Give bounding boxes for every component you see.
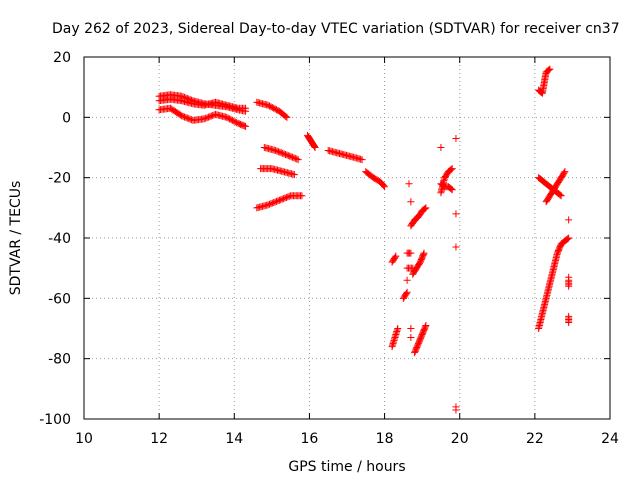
x-tick-label: 16 — [301, 431, 319, 447]
data-point — [403, 276, 411, 284]
data-point — [282, 112, 290, 120]
axis-ticks — [83, 56, 611, 420]
data-point — [545, 66, 553, 74]
data-point — [446, 184, 454, 192]
data-point — [298, 192, 306, 200]
data-point — [452, 406, 460, 414]
y-tick-label: 20 — [53, 50, 71, 66]
data-point — [402, 290, 410, 298]
data-point — [437, 144, 445, 151]
data-point — [452, 243, 460, 251]
y-axis-label: SDTVAR / TECUs — [8, 181, 24, 296]
data-point — [403, 288, 411, 296]
data-point — [392, 252, 400, 260]
x-tick-label: 18 — [376, 431, 394, 447]
data-point — [310, 142, 318, 150]
data-point — [422, 204, 430, 212]
x-axis-label: GPS time / hours — [288, 459, 405, 475]
data-point — [565, 216, 573, 224]
data-point — [564, 235, 572, 243]
data-point — [358, 156, 366, 164]
data-point — [448, 165, 456, 173]
data-point — [311, 144, 319, 151]
data-point — [381, 183, 389, 191]
data-point — [565, 282, 573, 290]
data-point — [560, 169, 568, 177]
data-point — [391, 253, 399, 261]
data-point — [546, 65, 554, 73]
data-point — [380, 182, 388, 190]
x-tick-label: 10 — [75, 431, 93, 447]
data-point — [242, 104, 250, 112]
data-point — [240, 122, 248, 130]
data-point — [565, 234, 573, 242]
data-point — [394, 325, 402, 332]
data-point — [407, 249, 415, 257]
x-tick-label: 14 — [225, 431, 243, 447]
tick-labels: 10 12 14 16 18 20 22 24 -100 -80 -60 -40 -20 0 20 — [39, 50, 619, 447]
y-tick-label: -100 — [39, 412, 71, 428]
data-point — [439, 181, 447, 189]
data-point — [557, 192, 565, 200]
data-point — [420, 249, 428, 257]
chart-title: Day 262 of 2023, Sidereal Day-to-day VTE… — [52, 21, 620, 37]
x-tick-label: 22 — [526, 431, 544, 447]
data-point — [556, 191, 564, 199]
data-point — [421, 323, 429, 331]
data-point — [448, 186, 456, 194]
data-point — [242, 122, 250, 130]
data-point — [565, 273, 573, 281]
x-tick-label: 24 — [601, 431, 619, 447]
data-point — [419, 250, 427, 258]
y-tick-label: 0 — [62, 110, 71, 126]
y-tick-label: -20 — [48, 171, 71, 187]
y-tick-label: -60 — [48, 291, 71, 307]
data-point — [294, 156, 302, 164]
data-point — [447, 165, 455, 173]
data-point — [293, 155, 301, 163]
y-tick-label: -80 — [48, 352, 71, 368]
data-point — [407, 198, 415, 206]
data-point — [452, 134, 460, 142]
grid-lines — [84, 57, 610, 419]
data-point — [447, 185, 455, 193]
data-point — [452, 210, 460, 218]
x-tick-label: 12 — [150, 431, 168, 447]
data-point — [405, 180, 413, 188]
data-point — [561, 168, 569, 176]
data-point — [407, 325, 415, 332]
x-tick-label: 20 — [451, 431, 469, 447]
data-point — [421, 205, 429, 213]
data-point — [283, 113, 291, 121]
data-point — [290, 171, 298, 179]
y-tick-label: -40 — [48, 231, 71, 247]
data-point — [407, 334, 415, 342]
data-points — [155, 65, 573, 414]
data-point — [565, 318, 573, 326]
data-point — [422, 321, 430, 329]
